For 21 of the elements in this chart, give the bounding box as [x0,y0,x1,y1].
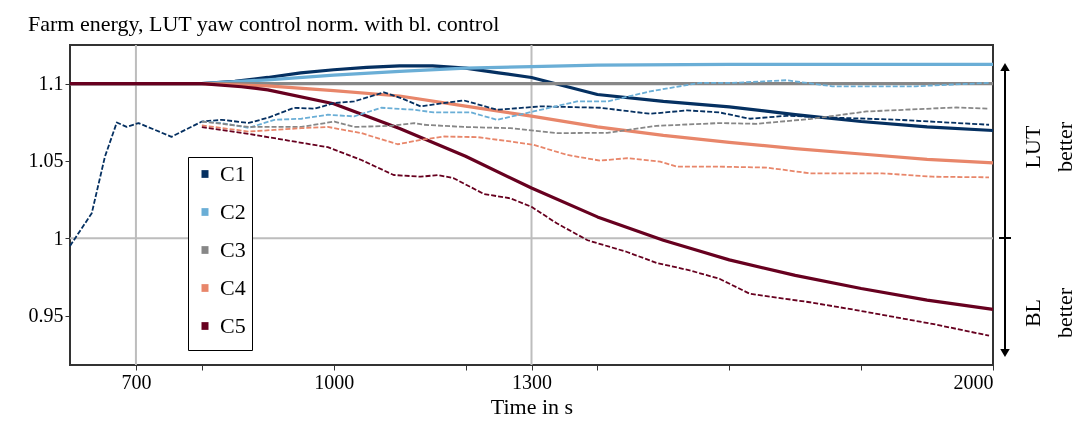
legend-label: C2 [220,199,246,224]
text: LUT better [1020,121,1077,173]
x-tick-label: 1300 [512,370,552,393]
line-series [200,106,990,135]
chart-title: Farm energy, LUT yaw control norm. with bl. control [28,11,500,36]
y-tick-label: 0.95 [28,304,64,327]
y-tick-label: 1.1 [38,72,64,95]
y-tick-label: 1 [53,226,64,249]
y-tick-label: 1.05 [28,149,64,172]
legend-label: C1 [220,161,246,186]
legend-label: C3 [220,237,246,262]
line-series [68,82,995,311]
line-series [200,126,990,337]
text: BL better [1020,287,1077,339]
legend-label: C5 [220,313,246,338]
x-tick-label: 700 [121,370,152,393]
line-series [200,124,990,179]
x-tick-label: 1000 [314,370,355,393]
x-tick-label: 2000 [953,370,994,393]
legend-label: C4 [220,275,246,300]
x-axis-title: Time in s [490,393,574,419]
